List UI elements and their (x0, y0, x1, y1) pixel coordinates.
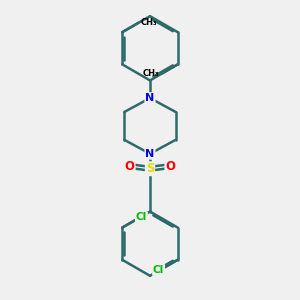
Text: CH₃: CH₃ (142, 69, 159, 78)
Text: Cl: Cl (153, 265, 164, 275)
Text: Cl: Cl (136, 212, 147, 223)
Text: N: N (146, 93, 154, 103)
Text: CH₃: CH₃ (141, 18, 158, 27)
Text: N: N (146, 149, 154, 159)
Text: O: O (125, 160, 135, 172)
Text: S: S (146, 162, 154, 175)
Text: O: O (165, 160, 175, 172)
